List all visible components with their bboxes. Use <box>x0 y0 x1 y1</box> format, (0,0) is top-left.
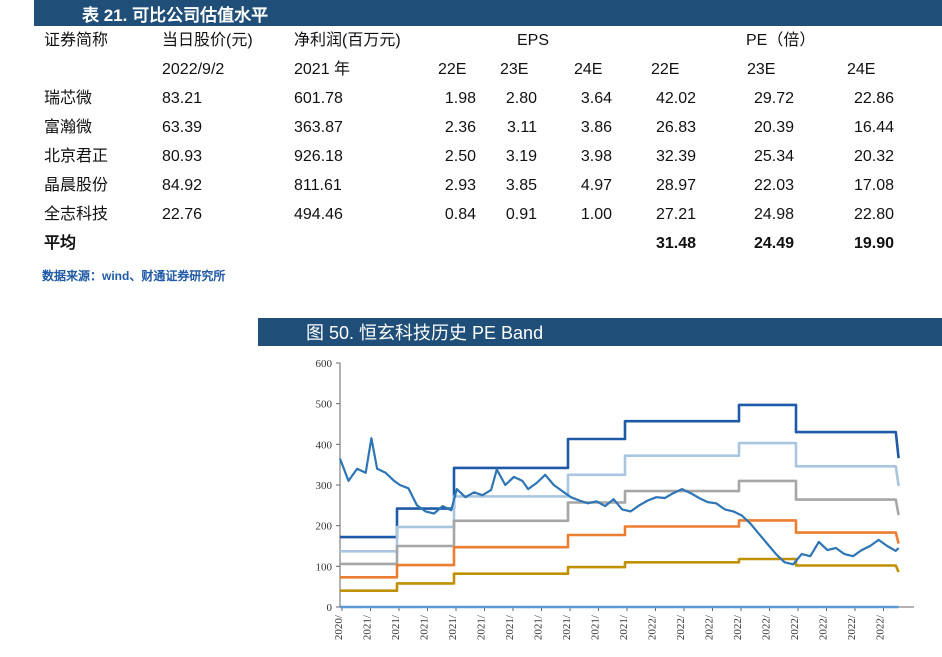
table-cell: 22.86 <box>853 90 894 107</box>
header-date: 2022/9/2 <box>162 61 225 78</box>
table-cell: 28.97 <box>655 177 696 194</box>
header-eps: EPS <box>517 32 550 49</box>
x-tick-label: 2020/ <box>333 614 345 640</box>
table-cell: 3.11 <box>507 119 537 136</box>
table-cell: 29.72 <box>753 90 794 107</box>
table-cell: 63.39 <box>162 119 203 136</box>
table-cell: 25.34 <box>753 148 794 165</box>
table-cell: 22.80 <box>853 206 894 223</box>
average-pe-22e: 31.48 <box>655 235 696 252</box>
table-cell: 83.21 <box>162 90 203 107</box>
x-tick-label: 2021/ <box>533 614 545 640</box>
table-cell: 2.36 <box>444 119 476 136</box>
table-cell: 42.02 <box>655 90 696 107</box>
table-cell: 3.19 <box>505 148 537 165</box>
y-tick-label: 100 <box>316 561 333 573</box>
pe-band-chart: 0 100 200 300 400 500 600 2020/2021/2021/2021/2… <box>316 358 914 640</box>
header-eps-22e: 22E <box>438 61 467 78</box>
series-line <box>340 557 900 592</box>
table-cell: 晶晨股份 <box>44 177 109 194</box>
y-tick-label: 600 <box>316 358 333 370</box>
table-cell: 16.44 <box>853 119 894 136</box>
table-cell: 3.86 <box>580 119 612 136</box>
table-cell: 27.21 <box>655 206 696 223</box>
table-cell: 2.50 <box>444 148 476 165</box>
table-cell: 1.00 <box>580 206 612 223</box>
x-tick-label: 2021/ <box>362 614 374 640</box>
table-cell: 84.92 <box>162 177 203 194</box>
x-tick-label: 2022/ <box>789 614 801 640</box>
chart-title: 图 50. 恒玄科技历史 PE Band <box>258 318 942 346</box>
header-eps-24e: 24E <box>574 61 603 78</box>
header-year: 2021 年 <box>294 61 351 78</box>
average-pe-24e: 19.90 <box>853 235 894 252</box>
table-cell: 22.76 <box>162 206 203 223</box>
header-pe-23e: 23E <box>747 61 776 78</box>
header-price: 当日股价(元) <box>162 32 253 49</box>
y-tick-label: 500 <box>316 399 333 411</box>
x-tick-label: 2021/ <box>447 614 459 640</box>
x-tick-label: 2021/ <box>561 614 573 640</box>
x-tick-label: 2021/ <box>390 614 402 640</box>
table-cell: 811.61 <box>294 177 342 194</box>
table-cell: 32.39 <box>655 148 696 165</box>
y-tick-label: 400 <box>316 439 333 451</box>
table-cell: 北京君正 <box>44 148 109 165</box>
header-pe-24e: 24E <box>847 61 876 78</box>
table-cell: 26.83 <box>655 119 696 136</box>
header-eps-23e: 23E <box>500 61 529 78</box>
table-cell: 4.97 <box>580 177 612 194</box>
table-cell: 17.08 <box>853 177 894 194</box>
y-tick-label: 300 <box>316 480 333 492</box>
average-pe-23e: 24.49 <box>753 235 794 252</box>
table-cell: 494.46 <box>294 206 343 223</box>
table-cell: 1.98 <box>444 90 476 107</box>
table-cell: 926.18 <box>294 148 343 165</box>
y-tick-label: 0 <box>327 602 333 614</box>
header-pe: PE（倍） <box>746 32 816 49</box>
x-tick-label: 2021/ <box>618 614 630 640</box>
table-cell: 80.93 <box>162 148 203 165</box>
x-tick-label: 2022/ <box>647 614 659 640</box>
table-cell: 363.87 <box>294 119 343 136</box>
table-cell: 3.98 <box>580 148 612 165</box>
x-tick-label: 2021/ <box>476 614 488 640</box>
table-title: 表 21. 可比公司估值水平 <box>34 0 942 26</box>
x-tick-label: 2021/ <box>419 614 431 640</box>
y-tick-label: 200 <box>316 521 333 533</box>
x-tick-label: 2022/ <box>675 614 687 640</box>
x-tick-label: 2022/ <box>846 614 858 640</box>
table-cell: 富瀚微 <box>44 119 93 136</box>
table-cell: 0.84 <box>444 206 476 223</box>
table-cell: 3.64 <box>580 90 612 107</box>
x-tick-label: 2022/ <box>818 614 830 640</box>
table-cell: 22.03 <box>753 177 794 194</box>
header-pe-22e: 22E <box>651 61 680 78</box>
data-source: 数据来源：wind、财通证券研究所 <box>42 269 226 283</box>
table-cell: 瑞芯微 <box>44 90 93 107</box>
x-tick-label: 2022/ <box>732 614 744 640</box>
table-cell: 20.32 <box>853 148 894 165</box>
table-cell: 全志科技 <box>44 206 109 223</box>
table-cell: 20.39 <box>753 119 794 136</box>
table-cell: 24.98 <box>753 206 794 223</box>
series-line <box>340 519 900 579</box>
table-cell: 2.93 <box>444 177 476 194</box>
table-cell: 2.80 <box>505 90 537 107</box>
x-tick-label: 2022/ <box>761 614 773 640</box>
table-cell: 3.85 <box>505 177 537 194</box>
series-line <box>340 479 900 566</box>
table-cell: 0.91 <box>505 206 537 223</box>
x-tick-label: 2021/ <box>504 614 516 640</box>
series-line <box>338 437 900 566</box>
series-line <box>340 403 900 539</box>
table-cell: 601.78 <box>294 90 343 107</box>
x-tick-label: 2022/ <box>875 614 887 640</box>
average-label: 平均 <box>44 235 77 252</box>
x-tick-label: 2022/ <box>704 614 716 640</box>
series-line <box>340 441 900 553</box>
x-tick-label: 2021/ <box>590 614 602 640</box>
header-code: 证券简称 <box>44 32 109 49</box>
header-profit: 净利润(百万元) <box>294 32 401 49</box>
